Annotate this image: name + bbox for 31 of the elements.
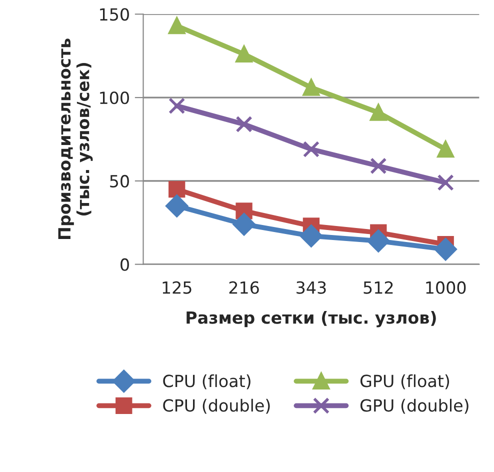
- y-tick-label: 100: [100, 92, 129, 104]
- y-tick-label: 50: [110, 174, 129, 188]
- point: [302, 79, 320, 96]
- point: [302, 140, 320, 158]
- point: [434, 238, 457, 261]
- x-tick-label: 1000: [426, 281, 466, 294]
- legend-label: CPU (double): [163, 398, 270, 414]
- legend-label: GPU (float): [360, 374, 450, 390]
- point: [437, 140, 454, 158]
- point: [437, 174, 454, 191]
- y-tick-label: 150: [100, 8, 129, 21]
- y-tick-label: 0: [120, 258, 129, 271]
- point: [236, 116, 252, 133]
- point: [166, 194, 188, 218]
- legend-label: GPU (double): [360, 398, 468, 414]
- point: [300, 224, 322, 248]
- point: [168, 180, 186, 198]
- x-axis-title: Размер сетки (тыс. узлов): [186, 311, 436, 328]
- x-tick-label: 512: [364, 281, 393, 294]
- point: [367, 230, 390, 252]
- y-axis-title: Производительность (тыс. узлов/сек): [58, 38, 93, 239]
- x-tick-label: 343: [296, 281, 326, 294]
- point: [168, 18, 186, 34]
- point: [232, 213, 256, 236]
- point: [236, 46, 252, 63]
- x-tick-label: 216: [229, 281, 259, 294]
- point: [168, 98, 186, 114]
- x-tick-label: 125: [162, 281, 192, 294]
- legend-label: CPU (float): [163, 374, 250, 390]
- point: [370, 158, 387, 174]
- point: [370, 104, 387, 121]
